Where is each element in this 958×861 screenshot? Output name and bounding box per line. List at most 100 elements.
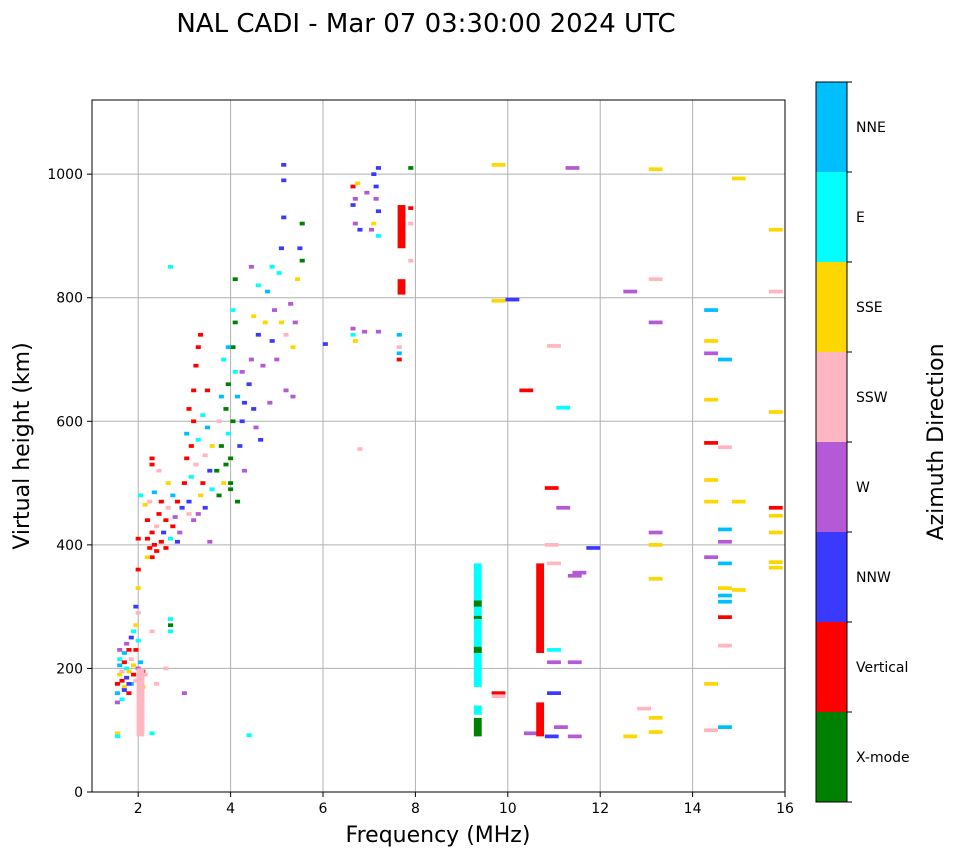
- data-point-vertical: [188, 444, 194, 448]
- data-point-sse: [278, 320, 284, 325]
- data-point-w: [181, 691, 187, 695]
- data-point-nne: [718, 561, 732, 566]
- data-point-ssw: [648, 277, 663, 282]
- data-point-sse: [648, 730, 663, 734]
- data-point-e: [547, 648, 561, 652]
- data-point-sse: [704, 499, 719, 504]
- x-tick-label: 2: [134, 801, 143, 817]
- data-point-e: [119, 697, 125, 702]
- data-point-ssw: [547, 561, 561, 566]
- data-point-nnw: [322, 342, 328, 346]
- data-point-ssw: [637, 706, 652, 711]
- data-point-sse: [704, 682, 719, 686]
- data-point-nnw: [258, 437, 264, 442]
- data-point-w: [567, 734, 582, 739]
- data-point-nnw: [126, 682, 132, 686]
- data-point-e: [225, 431, 231, 436]
- chart-title: NAL CADI - Mar 07 03:30:00 2024 UTC: [176, 9, 675, 39]
- data-point-nnw: [128, 635, 134, 640]
- colorbar-swatch-sse: [816, 262, 847, 352]
- data-point-nne: [184, 431, 190, 436]
- data-point-ssw: [149, 629, 155, 634]
- data-bar-vertical: [536, 563, 545, 653]
- data-point-ssw: [193, 462, 199, 467]
- data-point-vertical: [144, 518, 150, 522]
- data-point-vertical: [174, 499, 181, 504]
- x-tick-label: 12: [591, 801, 609, 817]
- data-point-nne: [218, 394, 224, 399]
- data-bar-x-mode: [473, 717, 482, 737]
- data-point-nne: [117, 663, 123, 668]
- colorbar-swatch-nne: [816, 82, 847, 172]
- data-point-e: [221, 357, 227, 362]
- data-point-ssw: [128, 657, 134, 662]
- data-point-vertical: [544, 486, 559, 490]
- data-point-w: [172, 515, 178, 519]
- data-point-sse: [221, 481, 227, 485]
- data-point-w: [362, 329, 368, 334]
- data-point-e: [117, 657, 123, 662]
- colorbar-tick-label: W: [856, 480, 870, 496]
- data-point-w: [352, 221, 358, 226]
- data-point-vertical: [191, 388, 197, 393]
- colorbar-tick-label: NNE: [856, 120, 886, 136]
- data-point-ssw: [768, 289, 783, 294]
- data-point-ssw: [135, 610, 141, 615]
- data-point-vertical: [158, 499, 164, 504]
- data-point-nnw: [586, 546, 601, 550]
- x-axis-ticks: 2 4 6 8 10 12 14 16: [134, 792, 794, 817]
- data-point-vertical: [184, 456, 190, 461]
- data-point-nne: [151, 490, 157, 495]
- data-point-ssw: [408, 221, 414, 226]
- data-point-vertical: [131, 672, 137, 677]
- data-point-sse: [623, 734, 638, 739]
- data-point-vertical: [198, 332, 204, 337]
- data-point-nne: [718, 527, 732, 532]
- data-point-w: [292, 320, 298, 325]
- data-point-nne: [137, 660, 144, 665]
- data-point-x-mode: [218, 444, 224, 448]
- colorbar-swatch-w: [816, 442, 847, 532]
- data-point-ssw: [163, 666, 169, 671]
- data-point-sse: [295, 277, 301, 282]
- data-point-nne: [718, 725, 732, 729]
- data-point-nnw: [281, 178, 287, 183]
- data-point-w: [117, 648, 123, 652]
- data-point-sse: [648, 543, 663, 547]
- data-point-x-mode: [230, 419, 236, 424]
- data-point-w: [572, 570, 587, 575]
- y-tick-label: 1000: [47, 167, 83, 183]
- data-point-nnw: [278, 246, 284, 251]
- data-point-vertical: [156, 512, 162, 516]
- data-point-sse: [371, 221, 377, 226]
- data-point-sse: [768, 565, 783, 570]
- data-point-nne: [718, 599, 732, 604]
- data-point-nnw: [373, 184, 379, 189]
- data-point-x-mode: [408, 166, 414, 170]
- y-axis-label: Virtual height (km): [10, 342, 35, 549]
- data-point-e: [188, 475, 194, 479]
- data-point-nne: [396, 351, 402, 356]
- data-point-w: [288, 302, 294, 306]
- data-point-vertical: [200, 481, 206, 485]
- data-point-nnw: [281, 215, 287, 220]
- data-point-sse: [704, 397, 719, 402]
- data-point-vertical: [350, 184, 356, 189]
- data-point-w: [260, 363, 266, 368]
- data-point-w: [195, 512, 201, 516]
- data-point-e: [149, 731, 155, 736]
- data-point-ssw: [718, 445, 732, 450]
- colorbar-label: Azimuth Direction: [924, 343, 949, 540]
- data-point-ssw: [544, 543, 559, 547]
- data-point-vertical: [408, 206, 414, 210]
- data-point-x-mode: [167, 623, 174, 628]
- data-point-e: [137, 493, 144, 498]
- data-point-w: [248, 357, 254, 362]
- data-point-nne: [718, 593, 732, 598]
- data-point-sse: [209, 444, 215, 448]
- data-point-w: [239, 370, 245, 374]
- data-point-sse: [126, 669, 132, 674]
- data-point-w: [523, 731, 538, 736]
- data-point-ssw: [704, 728, 719, 733]
- data-point-sse: [768, 530, 783, 535]
